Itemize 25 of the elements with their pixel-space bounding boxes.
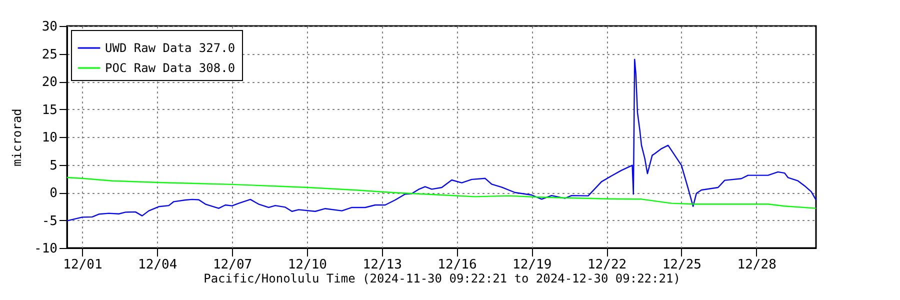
x-tick-label: 12/16 <box>438 258 477 272</box>
legend-label: POC Raw Data 308.0 <box>105 61 236 75</box>
y-tick-label: 30 <box>42 20 58 34</box>
x-tick-label: 12/22 <box>587 258 627 272</box>
y-tick-label: -5 <box>42 214 58 229</box>
x-tick-label: 12/13 <box>362 258 402 272</box>
x-tick-label: 12/07 <box>212 258 252 272</box>
legend-label: UWD Raw Data 327.0 <box>105 41 236 55</box>
line-series <box>66 58 817 222</box>
x-tick-label: 12/28 <box>737 258 776 272</box>
x-tick-label: 12/19 <box>512 258 552 272</box>
y-tick-label: 25 <box>42 47 58 62</box>
y-axis-title: microrad <box>10 108 24 166</box>
x-axis-title: Pacific/Honolulu Time (2024-11-30 09:22:21 to 2024-12-30 09:22:21) <box>204 272 680 286</box>
x-tick-label: 12/01 <box>63 258 102 272</box>
x-tick-label: 12/10 <box>288 258 327 272</box>
y-tick-label: 10 <box>42 130 58 146</box>
y-tick-label: 5 <box>50 158 58 174</box>
x-tick-label: 12/04 <box>138 258 178 272</box>
y-tick-label: 20 <box>42 75 58 90</box>
y-tick-label: -10 <box>34 242 58 256</box>
line-series <box>66 176 817 209</box>
y-tick-label: 15 <box>42 102 58 118</box>
x-tick-label: 12/25 <box>662 258 702 272</box>
y-tick-label: 0 <box>50 186 58 201</box>
